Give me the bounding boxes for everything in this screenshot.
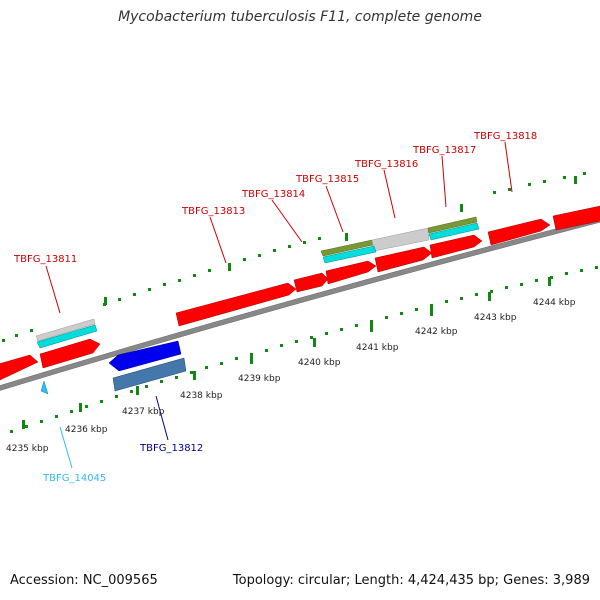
feature-steelblue-13812[interactable] <box>112 357 187 392</box>
feature-cyan-13811[interactable] <box>36 324 98 349</box>
gene-arrow-tbfg-13817[interactable] <box>429 234 483 259</box>
gene-arrow-tbfg-13815[interactable] <box>325 260 377 285</box>
kbp-label: 4235 kbp <box>6 444 49 454</box>
kbp-label: 4239 kbp <box>238 374 281 384</box>
gene-label-tbfg-13811[interactable]: TBFG_13811 <box>13 254 77 265</box>
gene-label-tbfg-13814[interactable]: TBFG_13814 <box>241 189 305 200</box>
map-title: Mycobacterium tuberculosis F11, complete… <box>118 9 482 25</box>
kbp-label: 4244 kbp <box>533 298 576 308</box>
gene-arrow-left-edge[interactable] <box>0 354 39 381</box>
forward-strand-genes <box>0 205 600 381</box>
gene-arrow-tbfg-13818[interactable] <box>487 218 551 246</box>
gene-label-tbfg-13817[interactable]: TBFG_13817 <box>412 145 476 156</box>
feature-cyan-3[interactable] <box>428 222 480 241</box>
reverse-strand-genes <box>40 340 187 395</box>
lower-tick-ring <box>10 266 598 433</box>
gene-label-tbfg-13815[interactable]: TBFG_13815 <box>295 174 359 185</box>
gene-arrow-right-edge[interactable] <box>552 205 600 231</box>
gene-arrow-tbfg-13812[interactable] <box>108 340 182 372</box>
kbp-label: 4237 kbp <box>122 407 165 417</box>
label-leader-lines <box>45 141 513 469</box>
kbp-scale-labels: 4235 kbp 4236 kbp 4237 kbp 4238 kbp 4239… <box>6 298 576 454</box>
kbp-label: 4243 kbp <box>474 313 517 323</box>
kbp-label: 4236 kbp <box>65 425 108 435</box>
gene-label-tbfg-13812[interactable]: TBFG_13812 <box>139 443 203 454</box>
gene-label-tbfg-13818[interactable]: TBFG_13818 <box>473 131 537 142</box>
feature-tracks <box>35 216 480 349</box>
upper-tick-ring <box>2 172 586 342</box>
gene-label-tbfg-13816[interactable]: TBFG_13816 <box>354 159 418 170</box>
kbp-label: 4240 kbp <box>298 358 341 368</box>
gene-arrow-tbfg-13814[interactable] <box>293 272 329 293</box>
genome-backbone <box>0 217 600 391</box>
gene-label-tbfg-13813[interactable]: TBFG_13813 <box>181 206 245 217</box>
gene-label-tbfg-14045[interactable]: TBFG_14045 <box>42 473 106 484</box>
genome-summary-text: Topology: circular; Length: 4,424,435 bp… <box>232 573 590 588</box>
feature-cyan-2[interactable] <box>322 245 377 264</box>
kbp-label: 4242 kbp <box>415 327 458 337</box>
gene-labels: TBFG_13811 TBFG_13812 TBFG_13813 TBFG_13… <box>13 131 537 484</box>
gene-arrow-tbfg-13811[interactable] <box>39 338 101 369</box>
feature-grey-13811[interactable] <box>35 318 96 342</box>
gene-arrow-tbfg-13813[interactable] <box>175 282 297 327</box>
kbp-label: 4238 kbp <box>180 391 223 401</box>
accession-text: Accession: NC_009565 <box>10 573 158 588</box>
kbp-label: 4241 kbp <box>356 343 399 353</box>
genome-map: TBFG_13811 TBFG_13812 TBFG_13813 TBFG_13… <box>0 131 600 484</box>
feature-olive-2[interactable] <box>427 216 478 234</box>
gene-arrow-tbfg-13816[interactable] <box>374 246 433 273</box>
gene-arrow-tbfg-14045[interactable] <box>40 380 49 395</box>
